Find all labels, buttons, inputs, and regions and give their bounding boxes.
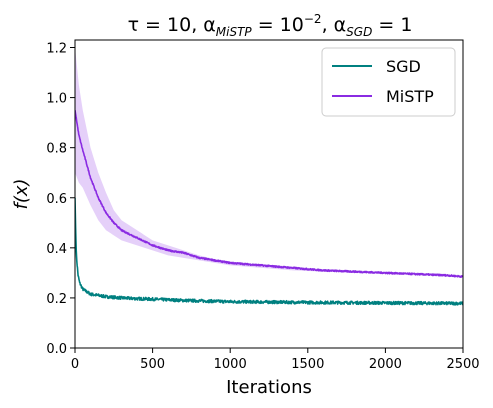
title-mid2: , α: [322, 14, 347, 36]
svg-text:τ = 10, αMiSTP = 10−2, αSGD =: τ = 10, αMiSTP = 10−2, αSGD = 1: [128, 12, 413, 39]
y-tick-label: 0.4: [46, 242, 67, 257]
x-axis: 0 500 1000 1500 2000 2500: [71, 348, 480, 372]
y-tick-label: 0.0: [46, 342, 67, 357]
title-superscript: −2: [304, 12, 322, 26]
x-tick-label: 2000: [369, 357, 402, 372]
y-tick-label: 0.2: [46, 292, 67, 307]
series-line-mistp: [75, 109, 463, 278]
plot-frame: [74, 39, 464, 349]
x-tick-label: 500: [140, 357, 165, 372]
y-axis: 0.0 0.2 0.4 0.6 0.8 1.0 1.2: [46, 42, 75, 357]
x-axis-label: Iterations: [226, 377, 312, 398]
plot-layer: [75, 47, 463, 306]
y-tick-label: 1.0: [46, 92, 67, 107]
x-tick-label: 2500: [446, 357, 479, 372]
y-tick-label: 0.8: [46, 142, 67, 157]
x-tick-label: 1000: [214, 357, 247, 372]
legend-label-mistp: MiSTP: [386, 87, 434, 106]
x-tick-label: 0: [71, 357, 79, 372]
title-sub-mistp: MiSTP: [216, 25, 253, 39]
y-tick-label: 0.6: [46, 192, 67, 207]
series-line-sgd: [75, 197, 463, 306]
title-mid: = 10: [252, 14, 304, 36]
legend-label-sgd: SGD: [386, 57, 421, 76]
title-suffix: = 1: [372, 14, 412, 36]
y-axis-label: f(x): [11, 178, 32, 209]
y-tick-label: 1.2: [46, 42, 67, 57]
chart-title: τ = 10, αMiSTP = 10−2, αSGD = 1: [128, 12, 413, 39]
title-sub-sgd: SGD: [346, 25, 372, 39]
legend: SGD MiSTP: [321, 47, 456, 117]
title-prefix: τ = 10, α: [128, 14, 216, 36]
x-tick-label: 1500: [291, 357, 324, 372]
